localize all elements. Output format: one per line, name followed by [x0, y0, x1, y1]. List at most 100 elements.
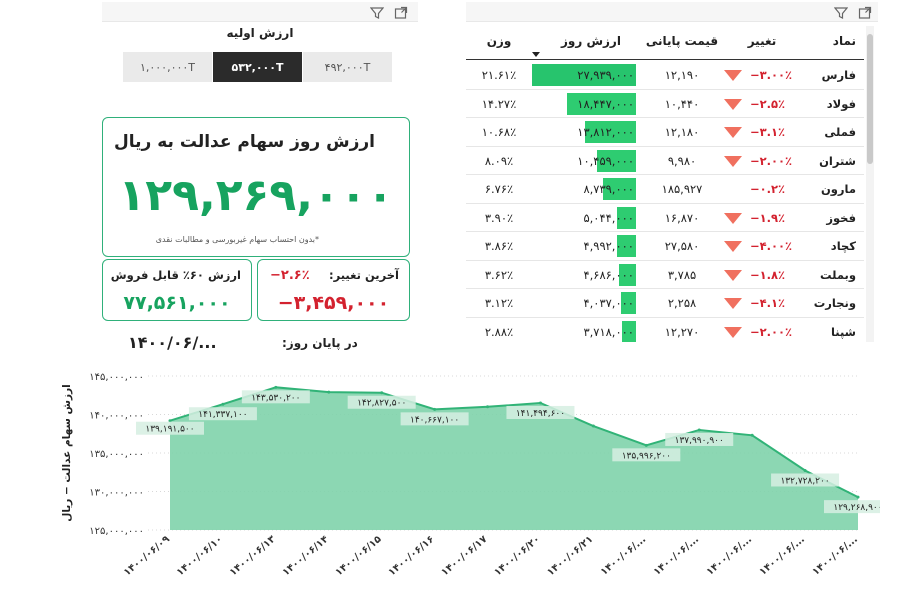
data-label-bg: [824, 500, 892, 514]
value-bar: [532, 64, 636, 86]
change-cell: −۱.۹٪: [724, 204, 800, 232]
table-row[interactable]: وبملت −۱.۸٪ ۳,۷۸۵ ۴,۶۸۶,۰۰۰ ۳.۶۲٪: [466, 261, 864, 289]
x-tick-label: ۱۴۰۰/۰۶/...: [599, 534, 648, 578]
data-label: ۱۴۱,۳۳۷,۱۰۰: [198, 410, 247, 420]
data-label-bg: [506, 405, 575, 419]
price-cell: ۱۸۵,۹۲۷: [661, 182, 703, 196]
weight-cell: ۶.۷۶٪: [484, 182, 514, 196]
change-cell: −۳.۰۰٪: [724, 61, 800, 89]
price-cell: ۳,۷۸۵: [667, 267, 697, 282]
value-bar: [621, 292, 636, 314]
symbol-cell: کچاد: [830, 239, 856, 253]
column-header-weight[interactable]: وزن: [486, 34, 512, 48]
value-bar: [567, 92, 636, 115]
down-arrow-icon: [724, 155, 742, 167]
table-scrollbar[interactable]: [866, 26, 874, 342]
x-tick-label: ۱۴۰۰/۰۶/۱۶: [386, 534, 436, 579]
weight-cell: ۲.۸۸٪: [484, 324, 514, 339]
focus-mode-icon[interactable]: [858, 5, 872, 19]
filter-icon[interactable]: [369, 5, 385, 19]
value-cell: ۱۸,۴۴۷,۰۰۰: [532, 90, 636, 118]
slicer-option-1000[interactable]: ۱,۰۰۰,۰۰۰T: [122, 52, 212, 82]
symbol-cell: ونجارت: [813, 296, 856, 310]
data-label: ۱۴۲,۸۲۷,۵۰۰: [357, 399, 406, 409]
symbol-cell: وبملت: [819, 267, 856, 282]
column-header-symbol[interactable]: نماد: [832, 34, 856, 48]
x-tick-label: ۱۴۰۰/۰۶/...: [758, 534, 807, 578]
data-label-bg: [136, 421, 204, 435]
value-cell: ۳,۷۱۸,۰۰۰: [532, 318, 636, 342]
daily-value-note: *بدون احتساب سهام غیربورسی و مطالبات نقد…: [155, 235, 319, 244]
value-cell: ۴,۶۸۶,۰۰۰: [532, 261, 636, 289]
table-row[interactable]: شپنا −۲.۰۰٪ ۱۲,۲۷۰ ۳,۷۱۸,۰۰۰ ۲.۸۸٪: [466, 318, 864, 343]
table-row[interactable]: فارس −۳.۰۰٪ ۱۲,۱۹۰ ۲۷,۹۳۹,۰۰۰ ۲۱.۶۱٪: [466, 61, 864, 90]
data-label-bg: [347, 395, 416, 409]
x-tick-label: ۱۴۰۰/۰۶/۰۹: [122, 534, 172, 579]
symbol-cell: فارس: [821, 68, 856, 82]
data-label: ۱۳۷,۹۹۰,۹۰۰: [675, 436, 724, 446]
x-tick-label: ۱۴۰۰/۰۶/۲۱: [545, 534, 595, 579]
value-cell: ۵,۰۴۴,۰۰۰: [532, 204, 636, 232]
end-of-day-date: ۱۴۰۰/۰۶/...: [128, 333, 217, 352]
focus-mode-icon[interactable]: [394, 5, 408, 19]
slicer-option-492[interactable]: ۴۹۲,۰۰۰T: [302, 52, 392, 82]
value-bar: [617, 206, 636, 229]
value-bar: [617, 235, 636, 257]
data-label-bg: [400, 412, 469, 426]
down-arrow-icon: [724, 127, 742, 138]
table-row[interactable]: شتران −۲.۰۰٪ ۹,۹۸۰ ۱۰,۴۵۹,۰۰۰ ۸.۰۹٪: [466, 147, 864, 175]
x-tick-label: ۱۴۰۰/۰۶/...: [652, 534, 701, 578]
value-bar: [619, 263, 636, 286]
table-row[interactable]: مارون −۰.۲٪ ۱۸۵,۹۲۷ ۸,۷۳۹,۰۰۰ ۶.۷۶٪: [466, 175, 864, 204]
table-row[interactable]: ونجارت −۴.۱٪ ۲,۲۵۸ ۴,۰۳۷,۰۰۰ ۳.۱۲٪: [466, 289, 864, 318]
table-row[interactable]: کچاد −۴.۰۰٪ ۲۷,۵۸۰ ۴,۹۹۲,۰۰۰ ۳.۸۶٪: [466, 232, 864, 261]
data-point: [591, 424, 595, 428]
change-cell: −۴.۰۰٪: [724, 232, 800, 260]
weight-cell: ۳.۹۰٪: [484, 210, 514, 225]
weight-cell: ۳.۶۲٪: [484, 267, 514, 282]
change-cell: −۲.۰۰٪: [724, 147, 800, 175]
table-row[interactable]: فولاد −۲.۵٪ ۱۰,۴۴۰ ۱۸,۴۴۷,۰۰۰ ۱۴.۲۷٪: [466, 90, 864, 118]
value-cell: ۱۳,۸۱۲,۰۰۰: [532, 118, 636, 146]
area-chart-svg: ۱۲۵,۰۰۰,۰۰۰ ۱۳۰,۰۰۰,۰۰۰ ۱۳۵,۰۰۰,۰۰۰ ۱۴۰,۰۰۰…: [61, 372, 892, 579]
symbol-cell: فملی: [824, 125, 856, 139]
symbol-cell: فخوز: [826, 210, 856, 225]
value-bar: [603, 178, 636, 200]
scrollbar-thumb[interactable]: [867, 34, 873, 164]
weight-cell: ۱۴.۲۷٪: [481, 96, 517, 111]
initial-value-slicer-title: ارزش اولیه: [226, 26, 294, 40]
data-point: [380, 391, 384, 395]
data-point: [856, 495, 860, 499]
last-change-percent: −۲.۶٪: [270, 268, 310, 283]
data-label-bg: [771, 473, 840, 487]
data-point: [697, 428, 701, 432]
down-arrow-icon: [724, 98, 742, 110]
filter-icon[interactable]: [833, 5, 849, 19]
table-header: نماد تغییر قیمت پایانی ارزش روز وزن: [466, 26, 864, 60]
down-arrow-icon: [724, 269, 742, 281]
symbol-cell: فولاد: [826, 96, 856, 111]
slicer-option-532[interactable]: ۵۳۲,۰۰۰T: [212, 52, 302, 82]
table-row[interactable]: فملی −۳.۱٪ ۱۲,۱۸۰ ۱۳,۸۱۲,۰۰۰ ۱۰.۶۸٪: [466, 118, 864, 147]
line-series: [169, 386, 859, 499]
data-label-bg: [188, 407, 257, 421]
column-header-price[interactable]: قیمت پایانی: [645, 34, 719, 48]
data-label: ۱۴۱,۴۹۴,۶۰۰: [516, 409, 565, 419]
area-series: [170, 387, 858, 530]
column-header-value[interactable]: ارزش روز: [561, 34, 621, 48]
change-cell: −۲.۰۰٪: [724, 318, 800, 343]
value-history-chart: ۱۲۵,۰۰۰,۰۰۰ ۱۳۰,۰۰۰,۰۰۰ ۱۳۵,۰۰۰,۰۰۰ ۱۴۰,۰۰۰…: [50, 362, 892, 588]
weight-cell: ۸.۰۹٪: [484, 153, 514, 168]
data-point: [168, 419, 172, 423]
x-tick-label: ۱۴۰۰/۰۶/۱۴: [281, 534, 331, 579]
x-tick-label: ۱۴۰۰/۰۶/۱۰: [175, 534, 225, 579]
daily-value-amount: ۱۲۹,۲۶۹,۰۰۰: [118, 170, 394, 221]
data-point: [750, 433, 754, 437]
value-bar: [622, 320, 636, 342]
value-bar: [585, 121, 636, 143]
symbol-cell: مارون: [820, 182, 856, 196]
data-point: [644, 443, 648, 447]
table-row[interactable]: فخوز −۱.۹٪ ۱۶,۸۷۰ ۵,۰۴۴,۰۰۰ ۳.۹۰٪: [466, 204, 864, 232]
column-header-change[interactable]: تغییر: [747, 34, 777, 48]
data-point: [803, 468, 807, 472]
